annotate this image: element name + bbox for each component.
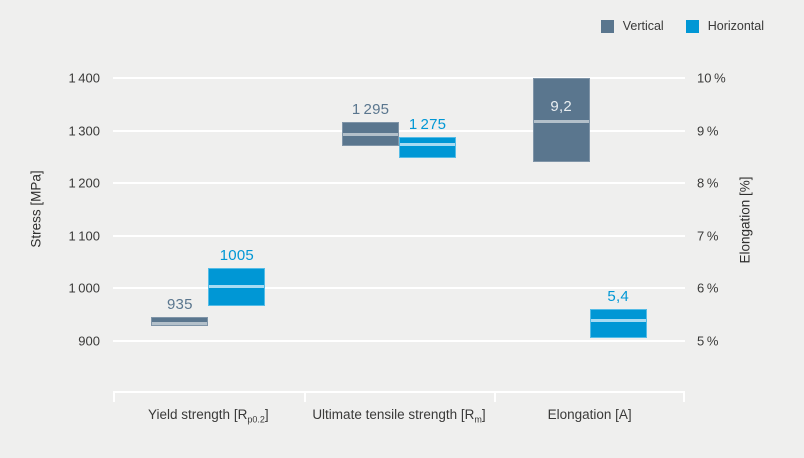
bar-value-label: 935 (167, 295, 193, 313)
bar-value-label: 1005 (219, 247, 254, 265)
gridline (113, 234, 685, 237)
bar-value-label: 9,2 (550, 98, 572, 115)
legend: Vertical Horizontal (600, 19, 764, 33)
gridline (113, 77, 685, 79)
y-tick-label: 7 % (697, 228, 719, 244)
y-tick-label: 1 100 (68, 228, 100, 244)
y-tick-label: 5 % (697, 333, 719, 349)
bar-value-label: 1 295 (351, 100, 390, 118)
legend-swatch (600, 19, 614, 33)
bar-horizontal (399, 137, 456, 158)
x-category-label: Yield strength [Rp0.2] (113, 407, 304, 425)
bar-vertical (532, 78, 590, 163)
bar-mean-line (590, 319, 646, 323)
axis-line (113, 391, 685, 393)
legend-swatch (685, 19, 699, 33)
legend-label: Vertical (622, 19, 664, 33)
bar-value-label: 1 275 (408, 116, 447, 134)
x-category-label: Elongation [A] (494, 407, 685, 422)
x-axis: Yield strength [Rp0.2] Ultimate tensile s… (113, 391, 685, 451)
plot-area: 935 1005 1 295 1 275 9,2 5,4 (113, 77, 685, 342)
axis-tick (303, 391, 306, 402)
bar-horizontal (208, 268, 266, 307)
axis-tick (683, 391, 685, 402)
gridline (113, 287, 685, 290)
gridline (113, 182, 685, 185)
y-axis-ticks-left: 1 400 1 300 1 200 1 100 1 000 900 (0, 71, 100, 349)
y-axis-ticks-right: 10 % 9 % 8 % 7 % 6 % 5 % (697, 71, 767, 349)
x-category-text: Elongation [A] (547, 407, 632, 422)
y-tick-label: 900 (78, 333, 100, 349)
x-category-text: ] (481, 407, 486, 422)
bar-vertical (151, 316, 209, 327)
gridline (113, 340, 685, 342)
x-category-text: ] (264, 407, 269, 422)
axis-tick (494, 391, 497, 402)
x-category-text: Ultimate tensile strength [R (312, 407, 475, 422)
bar-vertical (342, 121, 399, 147)
bar-mean-line (209, 285, 265, 289)
bar-mean-line (533, 119, 589, 123)
y-tick-label: 10 % (697, 70, 726, 86)
axis-tick (113, 391, 115, 402)
bar-mean-line (400, 143, 455, 147)
x-category-label: Ultimate tensile strength [Rm] (304, 407, 495, 425)
bar-mean-line (152, 322, 208, 326)
x-category-subscript: p0.2 (247, 414, 265, 425)
y-tick-label: 1 300 (68, 123, 100, 139)
legend-label: Horizontal (707, 19, 764, 33)
legend-item-horizontal: Horizontal (685, 19, 764, 33)
x-category-subscript: m (474, 414, 482, 425)
y-tick-label: 1 400 (68, 70, 100, 86)
y-tick-label: 6 % (697, 280, 719, 296)
x-category-text: Yield strength [R (148, 407, 248, 422)
bar-mean-line (343, 132, 398, 136)
y-tick-label: 1 200 (68, 175, 100, 191)
bar-horizontal (589, 309, 647, 339)
y-tick-label: 8 % (697, 175, 719, 191)
y-tick-label: 9 % (697, 123, 719, 139)
legend-item-vertical: Vertical (600, 19, 664, 33)
bar-value-label: 5,4 (607, 288, 629, 306)
y-tick-label: 1 000 (68, 280, 100, 296)
gridline (113, 129, 685, 132)
